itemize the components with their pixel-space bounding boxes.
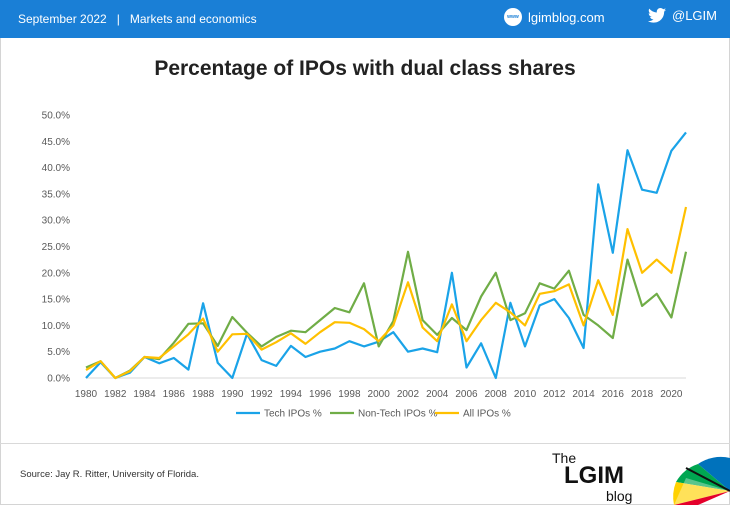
x-tick-label: 2018	[631, 389, 654, 400]
x-tick-label: 1984	[133, 389, 156, 400]
footer-divider	[0, 443, 730, 444]
header-separator: |	[116, 12, 120, 26]
y-tick-label: 20.0%	[42, 268, 70, 279]
x-tick-label: 2000	[368, 389, 391, 400]
x-tick-label: 1996	[309, 389, 332, 400]
y-tick-label: 30.0%	[42, 216, 70, 227]
legend-label: Non-Tech IPOs %	[358, 409, 438, 420]
logo-the-text: The	[552, 450, 576, 466]
twitter-link[interactable]: @LGIM	[648, 8, 717, 23]
y-tick-label: 25.0%	[42, 242, 70, 253]
x-tick-label: 2016	[602, 389, 625, 400]
x-tick-label: 2006	[455, 389, 478, 400]
site-label: lgimblog.com	[528, 9, 605, 25]
site-link[interactable]: www lgimblog.com	[504, 8, 605, 26]
lgim-blog-logo[interactable]: The LGIM blog	[548, 446, 730, 505]
series-line-all-ipos	[85, 206, 688, 380]
header-info: September 2022 | Markets and economics	[18, 12, 257, 26]
x-tick-label: 1986	[163, 389, 186, 400]
logo-main-text: LGIM	[564, 462, 624, 489]
x-tick-label: 1982	[104, 389, 127, 400]
x-tick-label: 2014	[572, 389, 595, 400]
twitter-icon	[648, 8, 666, 23]
x-tick-label: 1980	[75, 389, 98, 400]
umbrella-icon	[673, 456, 730, 505]
globe-icon: www	[504, 8, 522, 26]
x-tick-label: 2002	[397, 389, 420, 400]
header-bar: September 2022 | Markets and economics www…	[0, 0, 730, 38]
header-date: September 2022	[18, 12, 107, 26]
x-tick-label: 2008	[485, 389, 508, 400]
line-chart: 0.0% 5.0% 10.0% 15.0% 20.0% 25.0% 30.0% 35.0% 40…	[42, 111, 688, 420]
x-tick-label: 1998	[338, 389, 361, 400]
y-tick-label: 15.0%	[42, 295, 70, 306]
x-tick-label: 2012	[543, 389, 566, 400]
y-tick-label: 0.0%	[47, 374, 70, 385]
x-tick-label: 2004	[426, 389, 449, 400]
chart-title: Percentage of IPOs with dual class share…	[154, 57, 576, 80]
x-tick-label: 1990	[221, 389, 244, 400]
y-tick-label: 5.0%	[47, 347, 70, 358]
y-tick-label: 35.0%	[42, 189, 70, 200]
y-tick-label: 50.0%	[42, 111, 70, 122]
y-tick-label: 45.0%	[42, 137, 70, 148]
legend-label: All IPOs %	[463, 409, 511, 420]
x-tick-label: 1992	[250, 389, 273, 400]
legend-label: Tech IPOs %	[264, 409, 322, 420]
logo-blog-text: blog	[606, 488, 632, 504]
header-section-link[interactable]: Markets and economics	[129, 12, 257, 26]
x-tick-label: 1994	[280, 389, 303, 400]
x-tick-label: 2010	[514, 389, 537, 400]
x-tick-label: 1988	[192, 389, 215, 400]
y-tick-label: 10.0%	[42, 321, 70, 332]
y-tick-label: 40.0%	[42, 163, 70, 174]
x-tick-label: 2020	[660, 389, 683, 400]
source-note: Source: Jay R. Ritter, University of Flo…	[20, 469, 199, 480]
twitter-handle: @LGIM	[672, 8, 717, 23]
